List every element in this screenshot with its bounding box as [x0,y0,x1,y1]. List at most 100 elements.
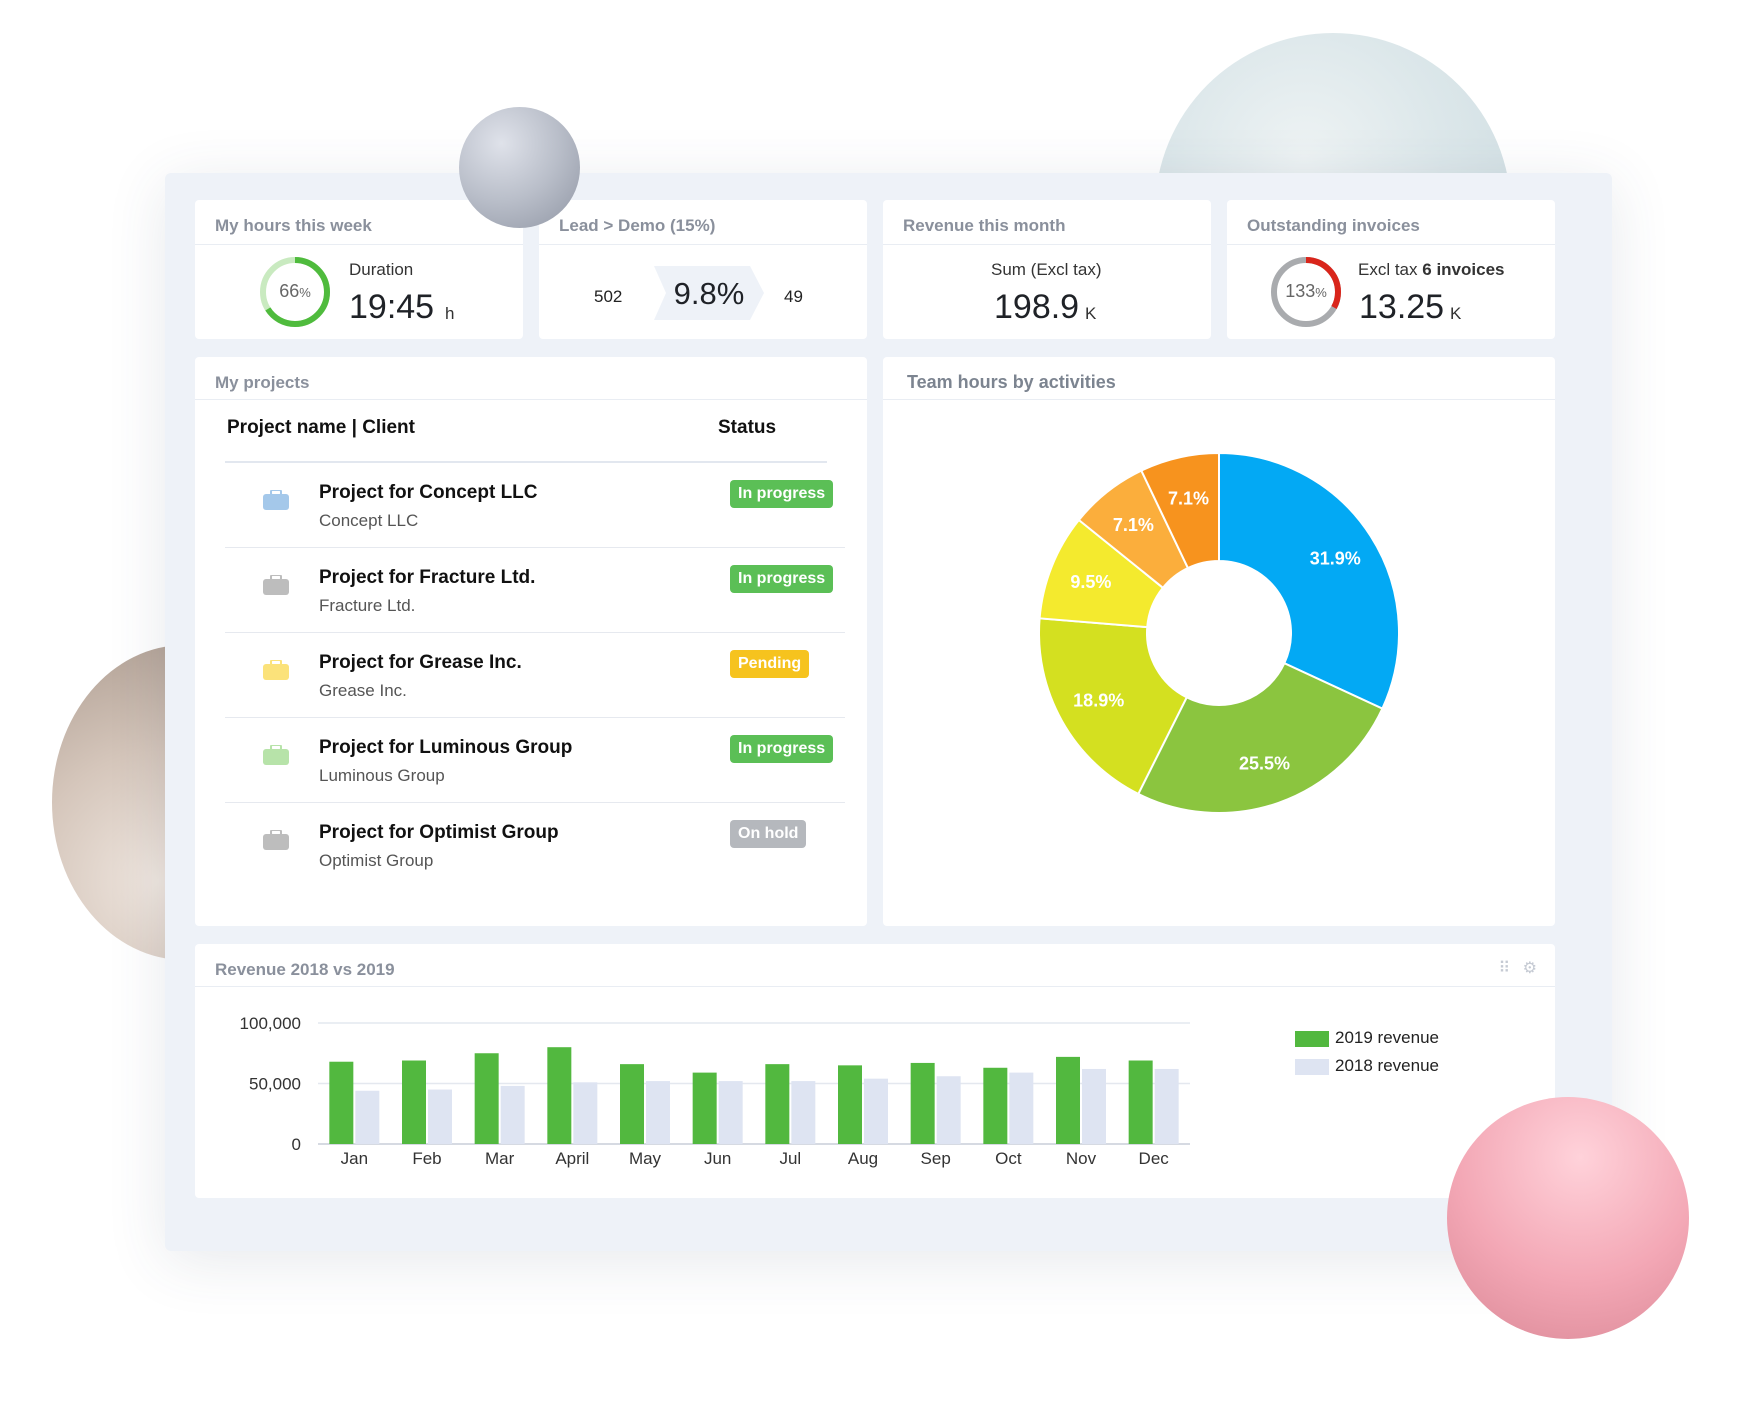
bar-2019[interactable] [547,1047,572,1144]
bar-2018[interactable] [1154,1068,1179,1144]
x-tick-label: Mar [485,1149,515,1168]
project-client: Luminous Group [319,766,445,785]
pie-slice[interactable] [1136,661,1384,814]
bar-2018[interactable] [791,1081,816,1144]
project-client: Grease Inc. [319,681,407,700]
bar-2018[interactable] [1082,1068,1106,1144]
x-tick-label: Jun [704,1149,731,1168]
legend-swatch [1295,1031,1329,1047]
decor-orb-pink [1447,1097,1689,1339]
x-tick-label: May [629,1149,662,1168]
lead-count: 502 [594,287,623,306]
conversion-arrow-icon [654,266,764,320]
bar-2018[interactable] [646,1081,670,1144]
bar-2018[interactable] [1009,1072,1034,1144]
status-badge: In progress [730,565,834,593]
project-row[interactable]: Project for Luminous Group Luminous Group… [225,718,845,803]
briefcase-icon [263,830,289,850]
x-tick-label: Oct [995,1149,1022,1168]
kpi-revenue-label: Sum (Excl tax) [991,260,1102,279]
kpi-hours-card[interactable]: My hours this week 66% Duration 19:45 h [195,200,523,339]
project-row[interactable]: Project for Optimist Group Optimist Group… [225,803,845,888]
bar-2019[interactable] [474,1053,499,1144]
kpi-revenue-title: Revenue this month [903,216,1066,235]
bar-2019[interactable] [1056,1056,1080,1144]
pie-slice[interactable] [1140,451,1220,570]
kpi-revenue-card[interactable]: Revenue this month Sum (Excl tax) 198.9 … [883,200,1211,339]
y-tick-label: 100,000 [240,1014,301,1033]
bar-2018[interactable] [573,1082,598,1144]
project-name[interactable]: Project for Optimist Group [319,822,559,843]
projects-title: My projects [215,373,310,392]
column-header-name[interactable]: Project name | Client [227,417,415,438]
kpi-invoices-value: 13.25 [1359,288,1445,326]
kpi-hours-label: Duration [349,260,414,279]
kpi-hours-unit: h [445,304,455,323]
bar-2019[interactable] [692,1072,717,1144]
project-name[interactable]: Project for Fracture Ltd. [319,567,536,588]
briefcase-icon [263,490,289,510]
bar-chart: 100,000 50,000 0 Jan Feb Mar April May Jun Jul Aug… [240,1014,1190,1168]
x-tick-label: Jan [341,1149,368,1168]
project-row[interactable]: Project for Concept LLC Concept LLC In pro… [225,463,845,548]
bar-2019[interactable] [838,1065,862,1144]
kpi-invoices-title: Outstanding invoices [1247,216,1420,235]
kpi-hours-value: 19:45 [349,288,435,326]
project-name[interactable]: Project for Grease Inc. [319,652,522,673]
project-name[interactable]: Project for Luminous Group [319,737,573,758]
legend-label: 2018 revenue [1335,1056,1439,1075]
kpi-revenue-unit: K [1085,304,1097,323]
project-row[interactable]: Project for Grease Inc. Grease Inc. Pendin… [225,633,845,718]
project-row[interactable]: Project for Fracture Ltd. Fracture Ltd. In… [225,548,845,633]
x-tick-label: Jul [779,1149,801,1168]
bar-2018[interactable] [355,1090,380,1144]
column-header-status[interactable]: Status [718,417,777,438]
x-tick-label: Feb [412,1149,441,1168]
legend-swatch [1295,1059,1329,1075]
bar-2018[interactable] [864,1078,888,1144]
bar-2019[interactable] [765,1064,790,1144]
hours-progress-ring [260,257,330,327]
widget-controls-icon[interactable]: ⠿ ⚙ [1498,960,1541,977]
revenue-chart-card: Revenue 2018 vs 2019 ⠿ ⚙ 100,000 50,000 0 J… [195,944,1555,1198]
pie-slice-label: 7.1% [1113,515,1154,535]
project-name[interactable]: Project for Concept LLC [319,482,538,503]
briefcase-icon [263,575,289,595]
kpi-invoices-card[interactable]: Outstanding invoices 133% Excl tax 6 inv… [1227,200,1555,339]
pie-slice-label: 25.5% [1239,753,1290,773]
bar-2018[interactable] [428,1089,452,1144]
pie-slice-label: 9.5% [1070,572,1111,592]
invoices-ring-percent: 133% [1285,281,1327,301]
bar-2018[interactable] [936,1076,961,1144]
pie-slice[interactable] [1038,617,1189,796]
pie-slice-label: 31.9% [1310,549,1361,569]
dashboard: My hours this week 66% Duration 19:45 h … [165,173,1612,1251]
x-tick-label: Sep [921,1149,951,1168]
y-tick-label: 0 [292,1135,301,1154]
bar-2019[interactable] [620,1064,644,1144]
legend-item[interactable]: 2019 revenue [1295,1028,1439,1048]
decor-orb-grey [459,107,580,228]
legend-item[interactable]: 2018 revenue [1295,1056,1439,1076]
project-client: Concept LLC [319,511,419,530]
status-badge: Pending [730,650,810,678]
bar-2018[interactable] [718,1081,743,1144]
briefcase-icon [263,660,289,680]
bar-2019[interactable] [329,1061,354,1144]
x-tick-label: Dec [1139,1149,1170,1168]
team-hours-card: Team hours by activities 31.9% 25.5% 18.9%… [883,357,1555,926]
pie-slice-label: 18.9% [1073,691,1124,711]
bar-2019[interactable] [910,1062,935,1144]
bar-2019[interactable] [1128,1060,1153,1144]
donut-chart: 31.9% 25.5% 18.9% 9.5% 7.1% 7.1% [1038,451,1400,814]
bar-2019[interactable] [402,1060,426,1144]
bar-2018[interactable] [500,1085,525,1144]
kpi-lead-card[interactable]: Lead > Demo (15%) 502 9.8% 49 [539,200,867,339]
pie-slice[interactable] [1218,451,1400,710]
status-badge: In progress [730,735,834,763]
bar-2019[interactable] [983,1067,1008,1144]
projects-card: My projects Project name | Client Status… [195,357,867,926]
team-hours-title: Team hours by activities [907,372,1116,392]
invoices-progress-ring [1271,257,1341,327]
conversion-rate: 9.8% [673,276,745,311]
